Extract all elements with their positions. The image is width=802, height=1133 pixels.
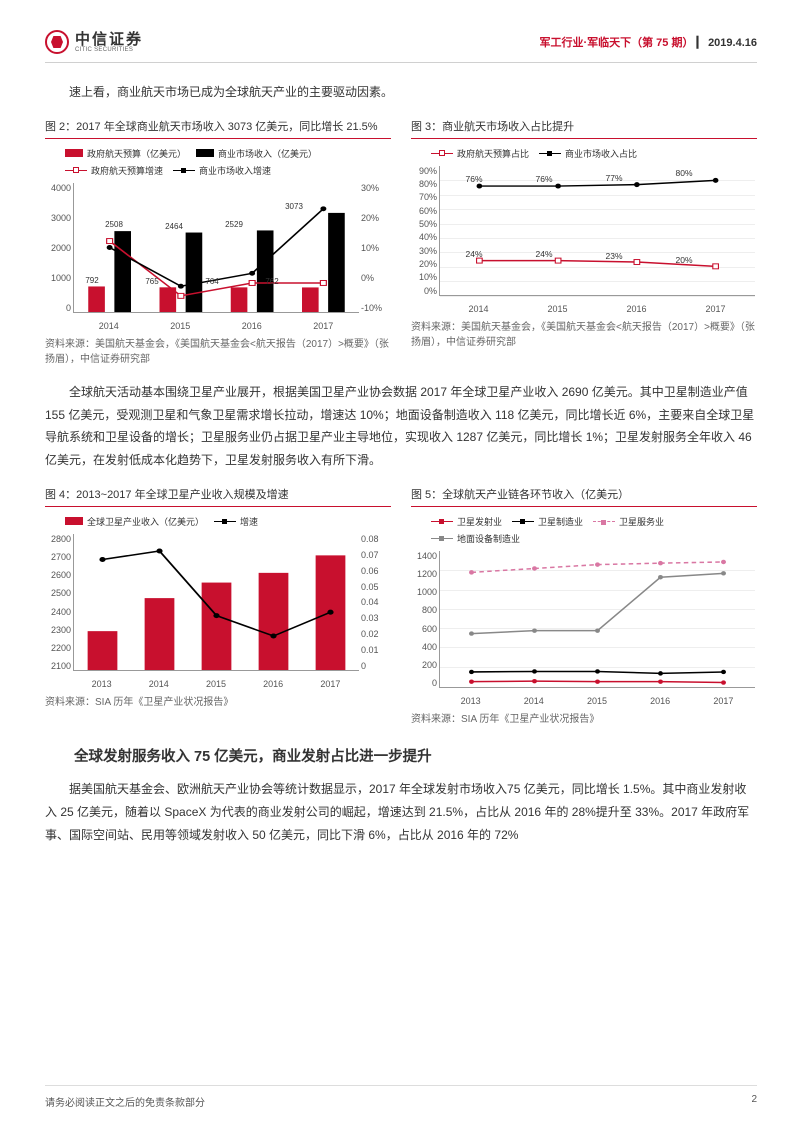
fig2-chart: 政府航天预算（亿美元）商业市场收入（亿美元）政府航天预算增速商业市场收入增速 4…	[45, 147, 391, 331]
doc-date: 2019.4.16	[708, 37, 757, 49]
doc-title: 军工行业·军临天下（第 75 期）	[539, 37, 693, 49]
fig4-chart: 全球卫星产业收入（亿美元）增速 280027002600250024002300…	[45, 515, 391, 689]
citic-logo-icon	[45, 30, 69, 54]
fig2-title: 图 2：2017 年全球商业航天市场收入 3073 亿美元，同比增长 21.5%	[45, 118, 391, 139]
logo-cn: 中信证券	[75, 32, 143, 47]
fig3-title: 图 3：商业航天市场收入占比提升	[411, 118, 757, 139]
fig5-title: 图 5：全球航天产业链各环节收入（亿美元）	[411, 486, 757, 507]
fig4-source: 资料来源：SIA 历年《卫星产业状况报告》	[45, 695, 391, 710]
fig2-source: 资料来源：美国航天基金会，《美国航天基金会<航天报告（2017）>概要》（张扬眉…	[45, 337, 391, 367]
fig3-source: 资料来源：美国航天基金会，《美国航天基金会<航天报告（2017）>概要》（张扬眉…	[411, 320, 757, 350]
footer-disclaimer: 请务必阅读正文之后的免责条款部分	[45, 1094, 205, 1109]
page-footer: 请务必阅读正文之后的免责条款部分 2	[45, 1085, 757, 1109]
fig4-title: 图 4：2013~2017 年全球卫星产业收入规模及增速	[45, 486, 391, 507]
section-heading: 全球发射服务收入 75 亿美元，商业发射占比进一步提升	[45, 745, 757, 766]
fig5-chart: 卫星发射业卫星制造业卫星服务业地面设备制造业 14001200100080060…	[411, 515, 757, 706]
fig5-source: 资料来源：SIA 历年《卫星产业状况报告》	[411, 712, 757, 727]
page-number: 2	[751, 1094, 757, 1109]
header-meta: 军工行业·军临天下（第 75 期） ▎ 2019.4.16	[539, 34, 757, 50]
paragraph-3: 据美国航天基金会、欧洲航天产业协会等统计数据显示，2017 年全球发射市场收入7…	[45, 778, 757, 846]
paragraph-1: 速上看，商业航天市场已成为全球航天产业的主要驱动因素。	[45, 81, 757, 104]
logo: 中信证券 CITIC SECURITIES	[45, 30, 143, 54]
fig3-chart: 政府航天预算占比商业市场收入占比 90%80%70%60%50%40%30%20…	[411, 147, 757, 314]
page-header: 中信证券 CITIC SECURITIES 军工行业·军临天下（第 75 期） …	[45, 30, 757, 63]
logo-en: CITIC SECURITIES	[75, 47, 143, 53]
paragraph-2: 全球航天活动基本围绕卫星产业展开，根据美国卫星产业协会数据 2017 年全球卫星…	[45, 381, 757, 472]
